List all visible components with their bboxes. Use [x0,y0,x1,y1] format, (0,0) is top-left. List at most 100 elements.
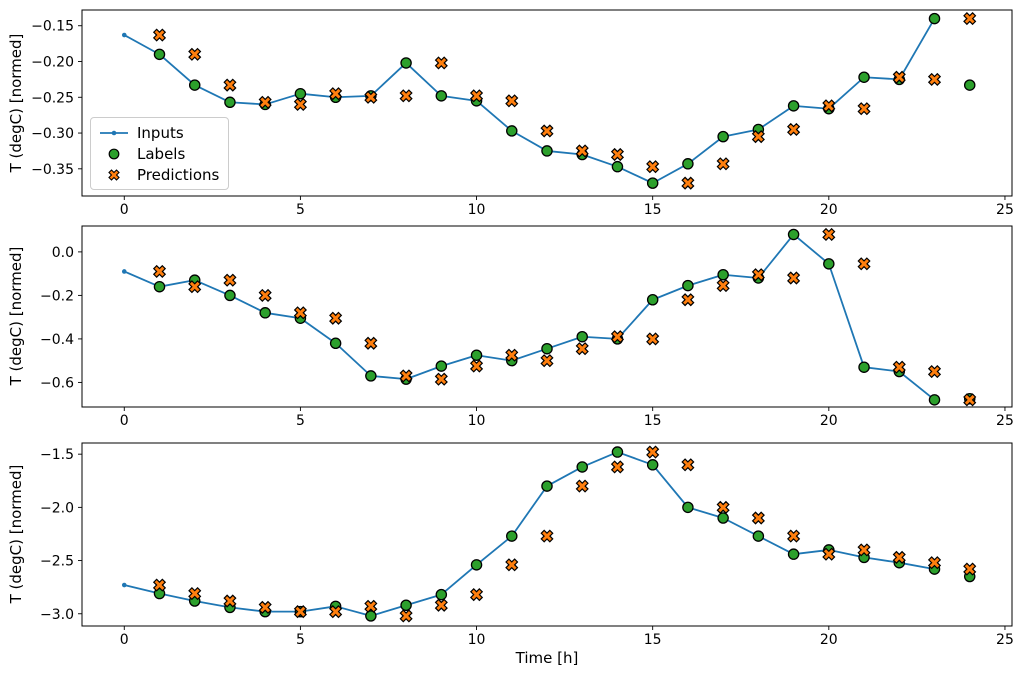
prediction-marker [927,72,942,86]
prediction-marker [293,306,307,320]
prediction-marker [646,160,660,174]
prediction-marker [857,102,871,116]
prediction-marker [469,89,484,103]
y-tick-label: −0.2 [40,288,74,304]
prediction-marker [963,562,977,576]
prediction-marker [892,360,906,374]
subplot-1: 0 5 10 15 20 25 −0.15 −0.20 −0.25 −0.30 −0.35 [31,9,1014,218]
prediction-marker [152,578,167,592]
prediction-marker [751,268,765,282]
label-marker [682,501,694,514]
prediction-marker [822,227,836,242]
legend-item-predictions: Predictions [98,165,219,184]
prediction-marker [329,605,343,619]
x-tick-label: 25 [996,413,1014,429]
x-tick-label: 15 [644,413,662,429]
legend-label-labels: Labels [137,144,186,163]
prediction-marker [293,97,307,112]
x-tick-label: 0 [120,632,129,648]
x-tick-label: 15 [644,202,662,218]
y-axis-label-subplot-2: T (degC) [normed] [7,246,25,386]
prediction-marker [610,147,625,162]
legend-label-predictions: Predictions [137,165,220,184]
prediction-marker [223,594,237,608]
subplot-2: 0 5 10 15 20 25 0.0 −0.2 −0.4 −0.6 [40,225,1014,429]
prediction-marker [223,78,237,92]
axes-frame [81,9,1013,197]
y-tick-label: −0.30 [31,126,74,142]
prediction-marker [505,94,519,108]
label-marker [224,96,236,109]
prediction-marker [963,393,977,407]
prediction-marker [540,529,554,543]
prediction-marker [787,529,801,543]
prediction-marker [716,279,730,293]
prediction-marker [152,28,167,42]
x-tick-label: 0 [120,202,129,218]
prediction-marker [505,558,519,572]
label-marker [435,90,448,102]
x-tick-label: 25 [996,632,1014,648]
label-marker [646,177,659,189]
label-marker [435,588,448,601]
y-tick-label: −0.35 [31,162,74,178]
prediction-marker [364,90,378,104]
label-marker [259,307,271,319]
inputs-line [123,451,936,617]
prediction-marker [822,99,836,113]
prediction-marker [434,56,448,70]
y-tick-label: −0.25 [31,90,74,106]
label-marker [470,349,483,361]
label-marker [963,79,976,91]
label-marker [576,461,588,473]
prediction-marker [787,122,801,137]
legend-circle-sample [108,148,120,159]
label-marker [541,480,553,492]
prediction-marker [646,332,660,346]
prediction-marker [927,364,942,379]
label-marker [787,548,800,560]
label-marker [858,361,870,373]
label-marker [717,130,729,143]
prediction-marker [434,372,448,386]
prediction-marker [963,12,977,26]
label-marker [717,512,729,524]
label-marker [188,79,201,91]
label-marker [294,87,307,100]
x-tick-label: 20 [820,413,838,429]
prediction-marker [505,348,519,362]
label-marker [470,559,483,571]
prediction-marker [681,293,695,307]
y-axis-label-subplot-1: T (degC) [normed] [7,33,25,173]
prediction-marker [399,369,413,383]
prediction-marker [751,511,765,525]
prediction-marker [892,70,906,84]
x-tick-label: 10 [468,202,486,218]
prediction-marker [716,157,730,171]
prediction-marker [152,264,167,279]
prediction-marker [469,588,484,602]
label-marker [646,459,659,471]
x-tick-label: 5 [296,413,305,429]
prediction-marker [610,460,625,474]
prediction-marker [681,176,695,190]
x-tick-label: 5 [296,632,305,648]
prediction-marker [857,543,871,557]
prediction-marker [469,359,484,373]
label-marker [682,158,694,170]
label-marker [506,530,518,542]
label-marker [153,48,166,61]
prediction-marker [188,47,202,61]
label-marker [400,599,412,612]
subplot-3: 0 5 10 15 20 25 −1.5 −2.0 −2.5 −3.0 [40,442,1014,648]
label-marker [153,280,166,293]
axes-frame [81,442,1013,627]
label-marker [576,330,588,343]
prediction-marker [857,257,871,271]
legend-x-sample [108,168,120,181]
label-marker [365,370,377,382]
x-tick-label: 25 [996,202,1014,218]
label-marker [541,145,553,157]
prediction-marker [822,547,836,561]
